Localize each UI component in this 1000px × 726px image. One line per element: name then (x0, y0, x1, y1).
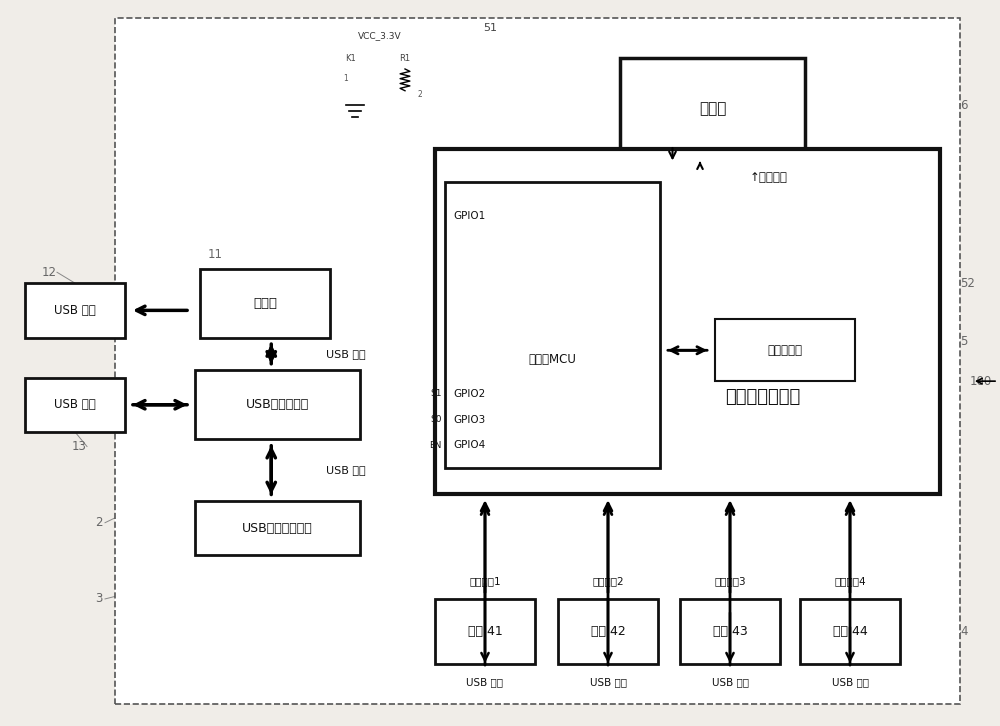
Text: GPIO3: GPIO3 (453, 415, 485, 425)
Text: 2: 2 (95, 516, 103, 529)
FancyBboxPatch shape (195, 370, 360, 439)
Text: USB 线缆: USB 线缆 (832, 677, 869, 688)
Text: 1: 1 (343, 74, 348, 83)
Text: 视频输入4: 视频输入4 (834, 576, 866, 586)
Text: 6: 6 (960, 99, 968, 112)
Text: 52: 52 (960, 277, 975, 290)
Text: K1: K1 (345, 54, 355, 62)
Text: 电脑 43: 电脑 43 (713, 625, 747, 638)
Text: 11: 11 (208, 248, 223, 261)
Text: GPIO4: GPIO4 (453, 441, 485, 450)
Text: 电脑 41: 电脑 41 (468, 625, 502, 638)
FancyBboxPatch shape (25, 378, 125, 432)
FancyBboxPatch shape (435, 149, 940, 494)
FancyBboxPatch shape (115, 18, 960, 704)
Text: R1: R1 (399, 54, 411, 62)
Text: 13: 13 (72, 440, 87, 453)
Text: 3: 3 (95, 592, 102, 605)
Text: 显示器驱动主板: 显示器驱动主板 (726, 388, 801, 406)
Text: 4: 4 (960, 625, 968, 638)
Text: 数据存储器: 数据存储器 (767, 344, 802, 356)
Text: 视频输入3: 视频输入3 (714, 576, 746, 586)
Text: 2: 2 (417, 90, 422, 99)
Text: 显示器MCU: 显示器MCU (529, 353, 576, 366)
Text: USB 线缆: USB 线缆 (326, 349, 366, 359)
Text: S0: S0 (430, 415, 442, 424)
Text: 电脑 42: 电脑 42 (591, 625, 625, 638)
Text: USB 线缆: USB 线缆 (466, 677, 504, 688)
Text: 触摸屏: 触摸屏 (253, 297, 277, 309)
Text: VCC_3.3V: VCC_3.3V (358, 31, 402, 40)
Text: EN: EN (430, 441, 442, 450)
Text: 电脑 44: 电脑 44 (833, 625, 867, 638)
Text: USB 线缆: USB 线缆 (590, 677, 627, 688)
Text: 12: 12 (42, 266, 57, 279)
Text: 视频输入2: 视频输入2 (592, 576, 624, 586)
Text: 51: 51 (483, 23, 497, 33)
FancyBboxPatch shape (620, 58, 805, 160)
FancyBboxPatch shape (200, 269, 330, 338)
Text: S1: S1 (430, 389, 442, 398)
FancyBboxPatch shape (715, 319, 855, 381)
Text: USB 线缆: USB 线缆 (326, 465, 366, 475)
FancyBboxPatch shape (445, 182, 660, 468)
FancyBboxPatch shape (25, 283, 125, 338)
FancyBboxPatch shape (558, 599, 658, 664)
Text: USB自动切换模块: USB自动切换模块 (242, 522, 313, 534)
Text: 5: 5 (960, 335, 967, 348)
FancyBboxPatch shape (435, 599, 535, 664)
Text: USB 鼠标: USB 鼠标 (54, 304, 96, 317)
FancyBboxPatch shape (195, 501, 360, 555)
Text: 100: 100 (970, 375, 992, 388)
Text: 视频输入1: 视频输入1 (469, 576, 501, 586)
FancyBboxPatch shape (680, 599, 780, 664)
Text: 显示屏: 显示屏 (699, 102, 726, 116)
Text: USB 线缆: USB 线缆 (712, 677, 749, 688)
Text: GPIO2: GPIO2 (453, 388, 485, 399)
FancyBboxPatch shape (800, 599, 900, 664)
Text: USB集线器模块: USB集线器模块 (246, 399, 309, 411)
Text: GPIO1: GPIO1 (453, 211, 485, 221)
Text: ↑视频数据: ↑视频数据 (750, 171, 788, 184)
Text: USB 键盘: USB 键盘 (54, 399, 96, 411)
